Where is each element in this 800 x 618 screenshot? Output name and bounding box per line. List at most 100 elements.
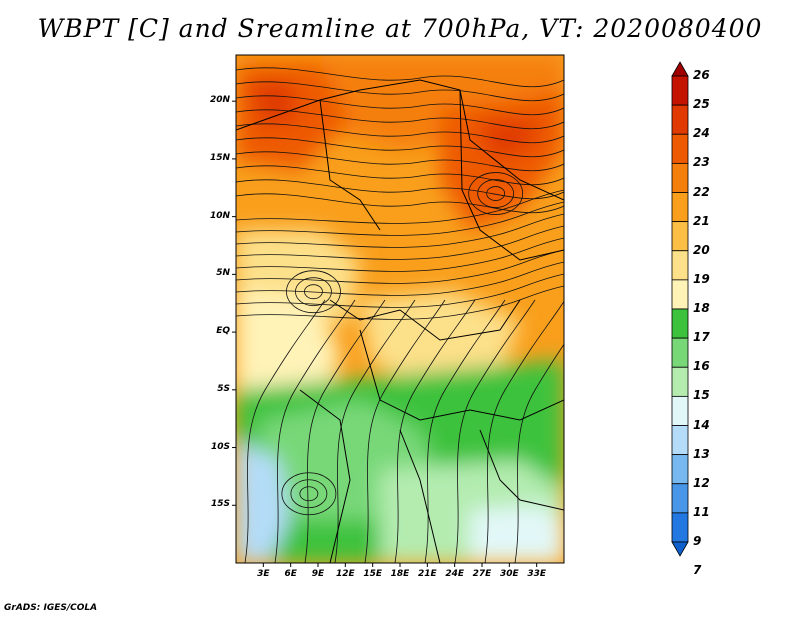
colorbar-swatch	[671, 395, 689, 426]
colorbar-label: 26	[693, 68, 710, 82]
border	[236, 79, 564, 201]
colorbar-label: 22	[693, 184, 710, 199]
vortex-ring	[486, 186, 506, 201]
grads-credit: GrADS: IGES/COLA	[4, 603, 98, 613]
streamline	[334, 299, 416, 563]
colorbar-label: 24	[693, 126, 710, 141]
streamline	[236, 285, 564, 320]
lat-tick-label: EQ	[216, 326, 230, 337]
colorbar-swatch	[671, 425, 689, 456]
colorbar-swatch	[671, 61, 689, 77]
colorbar-label: 21	[693, 213, 710, 228]
wbpt-zone-vortex-hot	[480, 120, 540, 160]
colorbar-label: 9	[693, 534, 702, 548]
streamline	[236, 109, 564, 130]
border	[319, 99, 381, 231]
lon-tick-label: 33E	[527, 569, 546, 579]
streamline	[236, 151, 564, 172]
colorbar-label: 19	[693, 271, 710, 286]
colorbar-swatch	[671, 104, 689, 135]
lat-tick-label: 20N	[209, 95, 230, 106]
colorbar-label: 12	[693, 475, 710, 490]
streamline	[236, 201, 564, 236]
colorbar-swatch	[671, 366, 689, 397]
colorbar-label: 13	[693, 446, 710, 461]
country-borders	[236, 79, 564, 563]
border	[459, 89, 564, 261]
colorbar-swatch	[671, 162, 689, 193]
streamline	[236, 81, 564, 102]
streamline	[364, 299, 446, 563]
streamline	[236, 261, 564, 296]
border	[479, 429, 564, 511]
streamline	[236, 225, 564, 260]
vortex-ring	[286, 270, 341, 314]
colorbar-swatch	[671, 454, 689, 485]
colorbar-label: 16	[693, 359, 710, 374]
lat-tick-label: 15S	[210, 499, 230, 510]
streamline	[244, 299, 326, 563]
streamline	[236, 165, 564, 186]
colorbar-swatch	[671, 512, 689, 543]
lat-tick-label: 5S	[217, 383, 230, 394]
streamline	[236, 273, 564, 308]
lat-tick-label: 15N	[209, 152, 230, 163]
colorbar-label: 25	[693, 97, 710, 112]
streamline	[236, 189, 564, 224]
vortex-ring	[299, 486, 319, 502]
vortex-ring	[290, 479, 328, 509]
colorbar-label: 18	[693, 301, 710, 315]
lon-tick-label: 30E	[499, 569, 519, 579]
colorbar-swatch	[671, 250, 689, 281]
vortex-ring	[477, 179, 515, 208]
streamlines	[236, 67, 564, 563]
vortex-0	[468, 172, 524, 215]
streamline	[236, 213, 564, 248]
colorbar-swatch	[671, 541, 689, 557]
lon-tick-label: 3E	[257, 569, 270, 579]
colorbar-label: 17	[693, 330, 710, 345]
streamline	[236, 95, 564, 116]
streamline	[484, 300, 564, 563]
border	[359, 329, 564, 421]
lon-tick-label: 6E	[284, 569, 297, 579]
wbpt-field	[236, 55, 564, 563]
streamline	[514, 343, 564, 563]
colorbar-label: 11	[693, 504, 710, 519]
vortex-ring	[468, 172, 524, 215]
colorbar-swatch	[671, 279, 689, 310]
vortex-2	[286, 270, 341, 314]
vortex-1	[281, 472, 337, 516]
vortex-ring	[304, 284, 323, 300]
wbpt-zone-northwest-hot	[250, 80, 300, 128]
colorbar-label: 15	[693, 388, 710, 403]
streamline	[236, 123, 564, 144]
lon-tick-label: 21E	[417, 569, 437, 579]
map-title: WBPT [C] and Sreamline at 700hPa, VT: 20…	[37, 14, 763, 43]
lon-tick-label: 9E	[311, 569, 325, 579]
vortex-ring	[281, 472, 337, 516]
border	[299, 389, 351, 563]
colorbar-label: 7	[693, 563, 702, 578]
colorbar-swatch	[671, 133, 689, 164]
lon-tick-label: 24E	[445, 569, 464, 579]
streamline	[236, 137, 564, 158]
lon-tick-label: 12E	[335, 569, 355, 579]
lat-tick-label: 5N	[216, 268, 230, 279]
streamline	[236, 237, 564, 272]
streamline	[304, 299, 386, 563]
colorbar-label: 14	[693, 417, 710, 432]
lon-tick-label: 27E	[472, 569, 492, 579]
streamline	[274, 299, 356, 563]
lon-tick-label: 15E	[363, 569, 382, 579]
streamline	[394, 299, 476, 563]
wbpt-zone-southeast-14	[470, 505, 564, 563]
lon-tick-label: 18E	[390, 569, 410, 579]
streamline	[236, 193, 564, 214]
colorbar-swatch	[671, 337, 689, 368]
border	[329, 299, 521, 341]
colorbar-swatch	[671, 75, 689, 106]
colorbar-label: 23	[693, 155, 710, 170]
